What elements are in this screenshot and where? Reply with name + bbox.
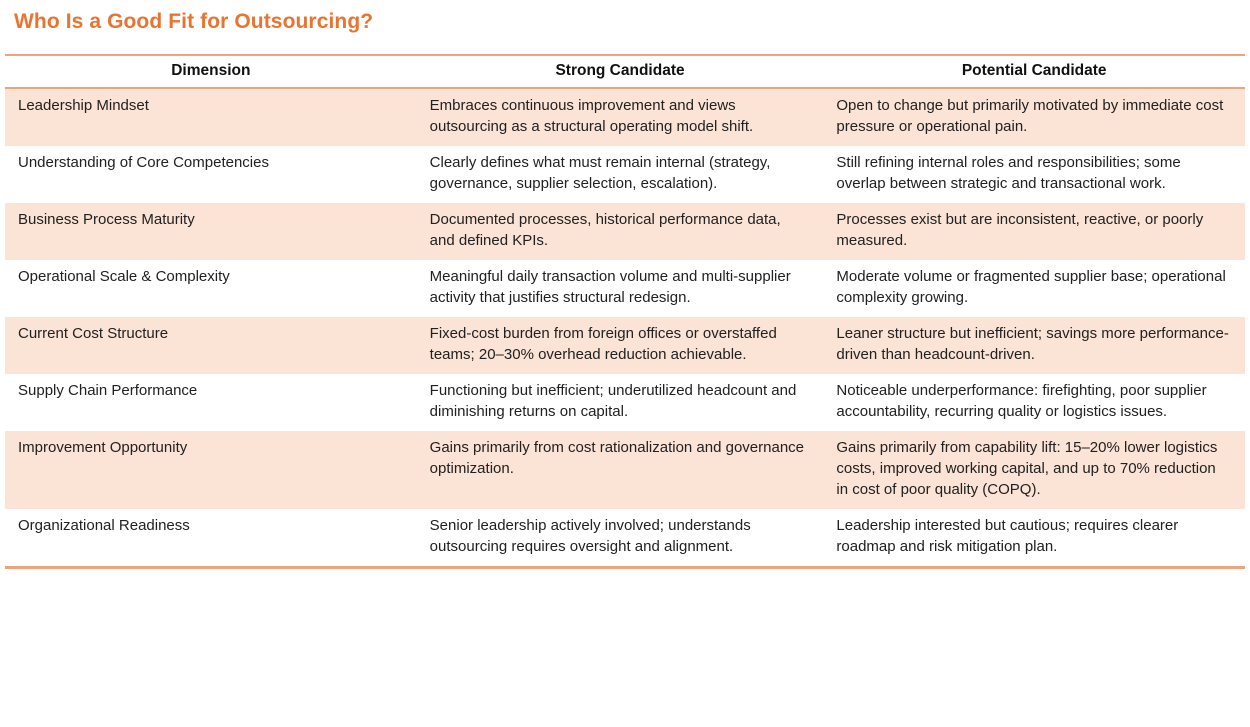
table-row: Business Process Maturity Documented pro…	[5, 203, 1245, 260]
dimension-cell: Understanding of Core Competencies	[18, 154, 269, 171]
dimension-cell: Organizational Readiness	[5, 509, 417, 569]
column-header-dimension: Dimension	[5, 54, 417, 89]
table-row: Understanding of Core Competencies Clear…	[5, 146, 1245, 203]
potential-candidate-cell: Open to change but primarily motivated b…	[836, 97, 1224, 135]
fit-table-container: Dimension Strong Candidate Potential Can…	[5, 54, 1245, 569]
header-row: Dimension Strong Candidate Potential Can…	[5, 54, 1245, 89]
strong-candidate-cell: Documented processes, historical perform…	[429, 211, 781, 249]
strong-candidate-cell: Functioning but inefficient; underutiliz…	[429, 382, 797, 420]
strong-candidate-cell: Fixed-cost burden from foreign offices o…	[429, 325, 777, 363]
potential-candidate-cell: Still refining internal roles and respon…	[836, 154, 1181, 192]
strong-candidate-cell: Senior leadership actively involved; und…	[416, 509, 824, 569]
table-row: Supply Chain Performance Functioning but…	[5, 374, 1245, 431]
strong-candidate-cell: Embraces continuous improvement and view…	[429, 97, 754, 135]
table-row: Organizational Readiness Senior leadersh…	[5, 509, 1245, 569]
page-title: Who Is a Good Fit for Outsourcing?	[14, 10, 374, 33]
table-header: Dimension Strong Candidate Potential Can…	[5, 54, 1245, 89]
column-header-potential-candidate: Potential Candidate	[823, 54, 1245, 89]
table-row: Operational Scale & Complexity Meaningfu…	[5, 260, 1245, 317]
strong-candidate-cell: Gains primarily from cost rationalizatio…	[429, 439, 805, 477]
table-row: Current Cost Structure Fixed-cost burden…	[5, 317, 1245, 374]
dimension-cell: Operational Scale & Complexity	[18, 268, 230, 285]
dimension-cell: Improvement Opportunity	[18, 439, 188, 456]
dimension-cell: Current Cost Structure	[18, 325, 169, 342]
table-body: Leadership Mindset Embraces continuous i…	[5, 88, 1245, 569]
strong-candidate-cell: Clearly defines what must remain interna…	[429, 154, 771, 192]
potential-candidate-cell: Leadership interested but cautious; requ…	[823, 509, 1245, 569]
column-header-strong-candidate: Strong Candidate	[416, 54, 824, 89]
dimension-cell: Business Process Maturity	[18, 211, 195, 228]
dimension-cell: Leadership Mindset	[18, 97, 149, 114]
dimension-cell: Supply Chain Performance	[18, 382, 198, 399]
table-row: Improvement Opportunity Gains primarily …	[5, 431, 1245, 509]
potential-candidate-cell: Noticeable underperformance: firefightin…	[836, 382, 1207, 420]
strong-candidate-cell: Meaningful daily transaction volume and …	[429, 268, 791, 306]
potential-candidate-cell: Moderate volume or fragmented supplier b…	[836, 268, 1226, 306]
table-row: Leadership Mindset Embraces continuous i…	[5, 88, 1245, 146]
potential-candidate-cell: Leaner structure but inefficient; saving…	[836, 325, 1229, 363]
potential-candidate-cell: Gains primarily from capability lift: 15…	[836, 439, 1218, 498]
potential-candidate-cell: Processes exist but are inconsistent, re…	[836, 211, 1204, 249]
outsourcing-fit-table: Dimension Strong Candidate Potential Can…	[5, 54, 1245, 569]
